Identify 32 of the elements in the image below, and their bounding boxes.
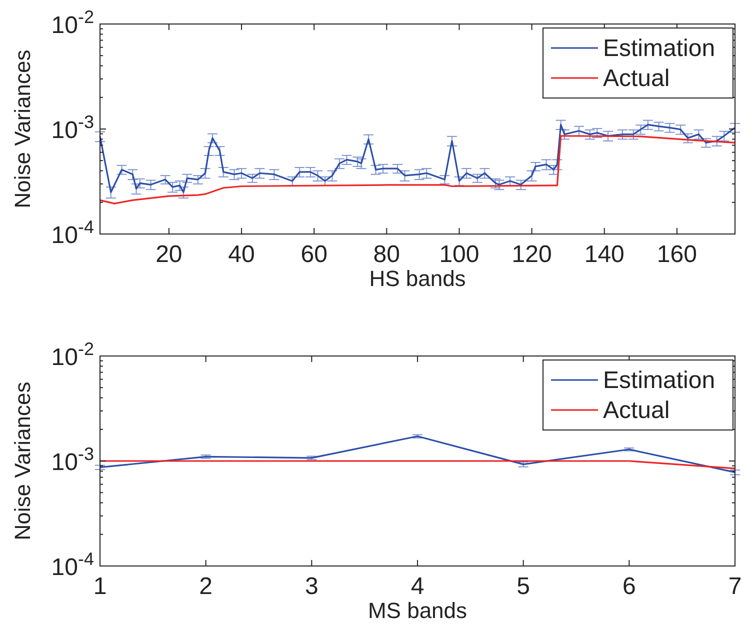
line-series <box>99 135 736 204</box>
x-tick-label: 40 <box>228 241 255 268</box>
legend-label: Actual <box>603 397 670 424</box>
x-tick-label: 7 <box>728 573 742 600</box>
x-tick-label: 60 <box>300 241 328 268</box>
x-tick-label: 140 <box>584 241 624 268</box>
y-tick-label: 10$^{-3}$ <box>51 444 94 476</box>
x-axis-title: HS bands <box>369 266 466 291</box>
x-tick-label: 160 <box>656 241 697 268</box>
x-tick-label: 6 <box>622 573 636 600</box>
line-series <box>99 435 736 474</box>
y-tick-label: 10$^{-2}$ <box>51 339 94 371</box>
x-tick-label: 100 <box>439 241 480 268</box>
y-axis-title: Noise Variances <box>10 50 35 208</box>
line-series <box>99 124 736 194</box>
y-axis-title: Noise Variances <box>10 382 35 540</box>
y-tick-label: 10$^{-2}$ <box>51 7 94 39</box>
x-tick-label: 3 <box>304 573 318 600</box>
x-tick-label: 5 <box>516 573 530 600</box>
x-tick-label: 1 <box>93 573 107 600</box>
legend-label: Actual <box>603 65 670 92</box>
y-tick-label: 10$^{-3}$ <box>51 112 94 144</box>
legend-label: Estimation <box>603 367 716 394</box>
x-tick-label: 120 <box>512 241 552 268</box>
x-axis-title: MS bands <box>368 598 468 623</box>
x-tick-label: 2 <box>199 573 213 600</box>
x-tick-label: 20 <box>156 241 182 268</box>
x-tick-label: 80 <box>373 241 400 268</box>
x-tick-label: 4 <box>410 573 424 600</box>
y-tick-label: 10$^{-4}$ <box>51 217 94 249</box>
y-tick-label: 10$^{-4}$ <box>51 549 94 581</box>
legend-label: Estimation <box>603 35 716 62</box>
